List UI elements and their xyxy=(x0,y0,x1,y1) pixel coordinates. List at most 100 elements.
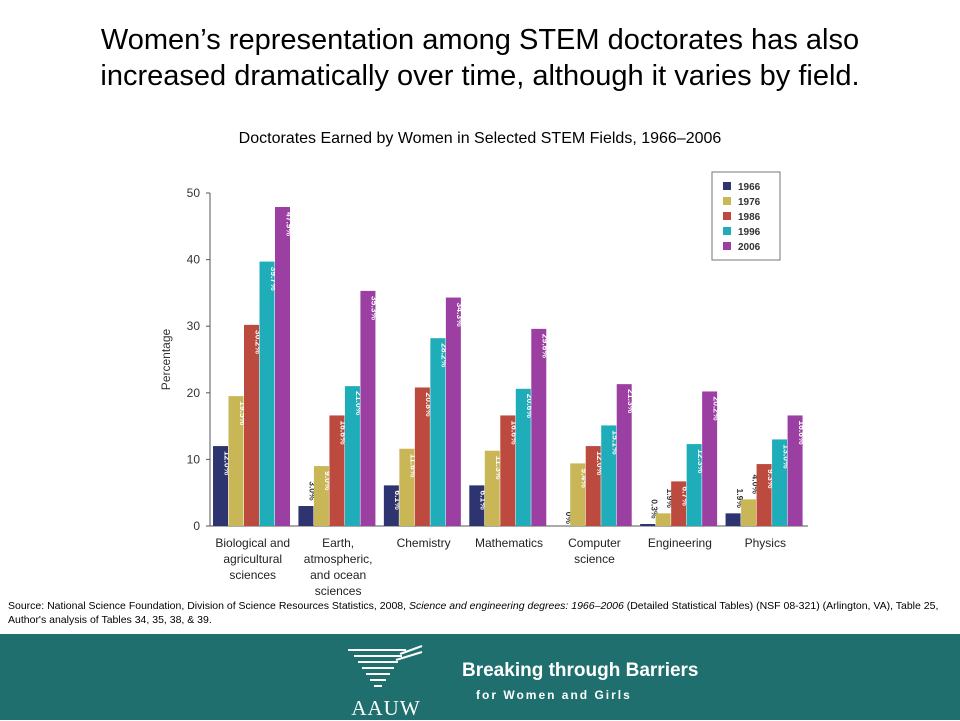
bar xyxy=(787,415,803,526)
bar xyxy=(671,481,687,526)
chart-title: Doctorates Earned by Women in Selected S… xyxy=(238,130,722,147)
bar xyxy=(616,384,632,526)
bar xyxy=(360,290,376,526)
bar xyxy=(772,439,788,526)
y-tick-label: 10 xyxy=(187,452,201,466)
bar-value-label: 6.1% xyxy=(479,490,489,510)
legend-swatch xyxy=(723,182,731,190)
x-tick-label: Physics xyxy=(745,536,786,550)
x-tick-label: Earth, xyxy=(322,536,354,550)
bar xyxy=(383,485,399,526)
bar-value-label: 0% xyxy=(564,512,574,525)
bar-value-label: 6.7% xyxy=(680,486,690,506)
bar-value-label: 9.3% xyxy=(766,469,776,489)
bar xyxy=(585,446,601,526)
source-text-1: Source: National Science Foundation, Div… xyxy=(8,600,409,612)
y-axis-label: Percentage xyxy=(159,328,173,390)
logo-text: AAUW xyxy=(351,696,421,720)
bar-value-label: 3.0% xyxy=(308,481,318,501)
bar xyxy=(329,415,345,526)
bar-value-label: 21.3% xyxy=(626,389,636,414)
y-tick-label: 0 xyxy=(193,519,200,533)
bar xyxy=(275,206,290,526)
bar xyxy=(741,499,757,526)
bar xyxy=(756,464,772,526)
legend-swatch xyxy=(723,242,731,250)
bar-value-label: 11.3% xyxy=(494,456,504,480)
bar-value-label: 9.4% xyxy=(579,468,589,488)
bar-value-label: 16.6% xyxy=(339,420,349,445)
bar-value-label: 1.9% xyxy=(735,489,745,509)
x-tick-label: Engineering xyxy=(648,536,712,550)
bar xyxy=(313,466,329,526)
legend-label: 1986 xyxy=(738,212,761,223)
x-tick-label: Chemistry xyxy=(397,536,451,550)
tagline-line-1: Breaking through Barriers xyxy=(462,660,699,681)
bar-value-label: 35.3% xyxy=(370,296,380,321)
bar-value-label: 34.3% xyxy=(455,303,465,328)
legend-swatch xyxy=(723,227,731,235)
legend-label: 1976 xyxy=(738,197,761,208)
legend-label: 2006 xyxy=(738,242,761,253)
bar-value-label: 16.6% xyxy=(797,420,807,445)
footer-banner: AAUW Breaking through Barriers for Women… xyxy=(0,634,960,720)
bar-value-label: 20.2% xyxy=(711,396,721,421)
x-tick-label: Mathematics xyxy=(475,536,543,550)
bar xyxy=(469,485,485,526)
bar-value-label: 20.8% xyxy=(424,392,434,417)
x-tick-label: Computer xyxy=(568,536,621,550)
bar-value-label: 13.0% xyxy=(781,444,791,469)
bar xyxy=(531,328,547,526)
source-title: Science and engineering degrees: 1966–20… xyxy=(408,600,624,612)
bar-value-label: 19.5% xyxy=(238,401,248,426)
bar xyxy=(399,448,415,526)
bar xyxy=(484,450,500,526)
x-tick-label: atmospheric, xyxy=(304,552,373,566)
bar-value-label: 4.0% xyxy=(750,475,760,495)
x-tick-label: sciences xyxy=(315,584,362,598)
slide-headline: Women’s representation among STEM doctor… xyxy=(20,22,940,94)
bar xyxy=(686,444,702,526)
legend-swatch xyxy=(723,212,731,220)
bar xyxy=(445,297,461,526)
x-tick-label: sciences xyxy=(229,568,276,582)
bar-value-label: 9.0% xyxy=(323,471,333,491)
bar xyxy=(725,513,741,526)
bar xyxy=(702,391,718,526)
tagline-line-2: for Women and Girls xyxy=(476,688,632,702)
bar-value-label: 16.6% xyxy=(510,420,520,445)
bar xyxy=(414,387,430,526)
bar xyxy=(655,513,671,526)
bar-value-label: 29.6% xyxy=(541,334,551,359)
aauw-logo: AAUW xyxy=(340,644,432,720)
bar-value-label: 28.2% xyxy=(440,343,450,368)
aauw-logo-icon xyxy=(348,645,423,687)
bar-value-label: 12.0% xyxy=(222,451,232,476)
y-tick-label: 50 xyxy=(187,186,201,200)
source-citation: Source: National Science Foundation, Div… xyxy=(8,599,952,627)
bar-value-label: 11.6% xyxy=(409,454,419,478)
bar xyxy=(570,463,586,526)
bar xyxy=(515,388,531,526)
bar-value-label: 6.1% xyxy=(393,490,403,510)
x-tick-label: agricultural xyxy=(223,552,282,566)
y-tick-label: 40 xyxy=(187,253,201,267)
bar-value-label: 12.0% xyxy=(595,451,605,476)
bar-value-label: 12.3% xyxy=(696,449,706,474)
bar-chart: 0 10 20 30 40 50 Percentage 12.0% 19.5% 30.2% 39.7… xyxy=(159,171,808,598)
bar xyxy=(259,261,275,526)
legend-swatch xyxy=(723,197,731,205)
x-tick-label: Biological and xyxy=(215,536,290,550)
legend-label: 1996 xyxy=(738,227,761,238)
y-tick-label: 30 xyxy=(187,319,201,333)
y-tick-label: 20 xyxy=(187,386,201,400)
headline-line-2: increased dramatically over time, althou… xyxy=(100,60,860,92)
bar xyxy=(640,524,656,526)
x-tick-label: science xyxy=(574,552,615,566)
bar-value-label: 30.2% xyxy=(253,330,263,355)
bar-value-label: 0.3% xyxy=(649,499,659,519)
bar xyxy=(228,396,244,526)
bar-value-label: 1.9% xyxy=(665,489,675,509)
bar-value-label: 20.6% xyxy=(525,394,535,419)
bar xyxy=(344,386,360,526)
